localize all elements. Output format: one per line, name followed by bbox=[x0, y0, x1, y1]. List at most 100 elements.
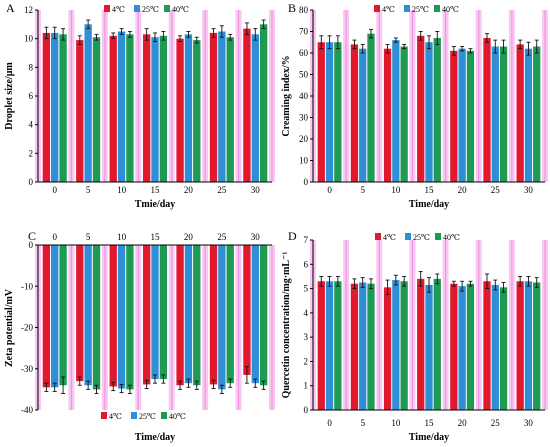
y-tick-label: -30 bbox=[21, 364, 33, 374]
bar-a bbox=[51, 32, 59, 182]
legend-label: 40℃ bbox=[169, 412, 186, 421]
bar-c bbox=[84, 245, 92, 386]
legend-label: 40℃ bbox=[443, 233, 460, 242]
bar-c bbox=[92, 245, 101, 390]
y-tick-label: 5 bbox=[304, 284, 309, 294]
legend-label: 4℃ bbox=[382, 5, 395, 14]
y-tick-label: 2 bbox=[304, 356, 309, 366]
bar-a bbox=[259, 24, 268, 183]
legend-label: 4℃ bbox=[112, 5, 125, 14]
bar-a bbox=[84, 24, 92, 183]
bar-a bbox=[151, 37, 159, 182]
x-tick-label: 15 bbox=[425, 418, 435, 428]
stripe-line bbox=[204, 10, 206, 182]
x-tick-label: 20 bbox=[458, 185, 468, 195]
y-tick-label: 1 bbox=[304, 381, 309, 391]
panel-letter: C bbox=[28, 229, 36, 243]
x-tick-label: 25 bbox=[217, 185, 227, 195]
stripe-line bbox=[171, 10, 173, 182]
bar-b bbox=[516, 44, 524, 183]
y-tick-label: 0 bbox=[304, 177, 309, 187]
legend-swatch bbox=[101, 412, 107, 419]
y-tick-label: 30 bbox=[299, 113, 309, 123]
bar-b bbox=[417, 35, 425, 182]
bar-d bbox=[417, 278, 425, 410]
bar-d bbox=[359, 282, 367, 410]
x-tick-label: 10 bbox=[391, 185, 401, 195]
stripe-line bbox=[137, 245, 139, 410]
bar-c bbox=[226, 245, 234, 384]
stripe-line bbox=[378, 240, 380, 410]
stripe-line bbox=[544, 10, 546, 182]
bar-a bbox=[218, 31, 226, 182]
bar-b bbox=[383, 48, 392, 183]
bar-d bbox=[483, 281, 491, 410]
y-tick-label: 2 bbox=[29, 148, 34, 158]
bar-b bbox=[359, 48, 367, 183]
bar-b bbox=[325, 42, 334, 182]
legend-label: 25℃ bbox=[413, 233, 430, 242]
x-tick-label: 15 bbox=[151, 232, 161, 242]
y-tick-label: 20 bbox=[299, 134, 309, 144]
legend-swatch bbox=[104, 5, 110, 12]
bar-b bbox=[400, 46, 408, 182]
x-tick-label: 30 bbox=[524, 418, 534, 428]
bar-c bbox=[117, 245, 126, 389]
bar-a bbox=[59, 34, 67, 182]
bar-a bbox=[76, 40, 84, 182]
y-axis-label: Creaming index/% bbox=[281, 55, 292, 136]
legend-swatch bbox=[131, 412, 137, 419]
x-axis-label: Tmie/day bbox=[135, 199, 176, 210]
bar-d bbox=[524, 281, 533, 410]
bar-d bbox=[499, 287, 508, 410]
x-tick-label: 25 bbox=[217, 232, 227, 242]
panel-letter: A bbox=[6, 1, 15, 15]
bar-c bbox=[76, 245, 84, 382]
legend-label: 40℃ bbox=[442, 5, 459, 14]
x-tick-label: 10 bbox=[117, 185, 127, 195]
bar-b bbox=[367, 33, 375, 183]
x-tick-label: 30 bbox=[251, 185, 261, 195]
legend-swatch bbox=[164, 5, 170, 12]
bar-b bbox=[392, 40, 400, 182]
bar-a bbox=[251, 34, 259, 182]
bar-b bbox=[334, 42, 342, 182]
stripe-line bbox=[271, 10, 273, 182]
legend-label: 40℃ bbox=[172, 5, 189, 14]
x-tick-label: 0 bbox=[52, 232, 57, 242]
stripe-line bbox=[378, 10, 380, 182]
x-tick-label: 15 bbox=[151, 185, 161, 195]
panel-letter: D bbox=[288, 229, 297, 243]
y-tick-label: 50 bbox=[299, 70, 309, 80]
y-tick-label: 0 bbox=[29, 240, 34, 250]
bar-b bbox=[524, 48, 533, 183]
bar-b bbox=[458, 48, 466, 183]
x-tick-label: 10 bbox=[391, 418, 401, 428]
x-tick-label: 20 bbox=[184, 232, 194, 242]
bar-d bbox=[317, 281, 325, 410]
legend-label: 25℃ bbox=[139, 412, 156, 421]
legend-swatch bbox=[374, 5, 380, 12]
legend-label: 4℃ bbox=[109, 412, 122, 421]
bar-d bbox=[383, 287, 392, 410]
bar-a bbox=[184, 34, 193, 182]
y-tick-label: 6 bbox=[304, 259, 309, 269]
y-tick-label: -10 bbox=[21, 281, 33, 291]
bar-c bbox=[159, 245, 168, 380]
stripe-line bbox=[544, 240, 546, 410]
y-axis-label: Quercetin concentration/mg·mL⁻¹ bbox=[281, 252, 292, 399]
bar-c bbox=[176, 245, 184, 386]
x-tick-label: 5 bbox=[360, 418, 365, 428]
bar-b bbox=[425, 42, 433, 182]
stripe-line bbox=[104, 245, 106, 410]
y-tick-label: 10 bbox=[24, 34, 34, 44]
bar-b bbox=[491, 46, 499, 182]
y-tick-label: 0 bbox=[304, 405, 309, 415]
bar-d bbox=[400, 281, 408, 410]
x-axis-label: Time/day bbox=[409, 432, 449, 443]
y-tick-label: 12 bbox=[24, 5, 33, 15]
bar-b bbox=[350, 44, 359, 183]
panel-a: 0 2 4 6 8 10 12 0 5 10 15 20 25 30 Tmie/day Droplet siz… bbox=[4, 1, 275, 210]
bar-b bbox=[317, 42, 325, 182]
panel-b: 0 10 20 30 40 50 60 70 80 0 5 10 15 20 25 30 Time/day Cre… bbox=[281, 1, 548, 210]
